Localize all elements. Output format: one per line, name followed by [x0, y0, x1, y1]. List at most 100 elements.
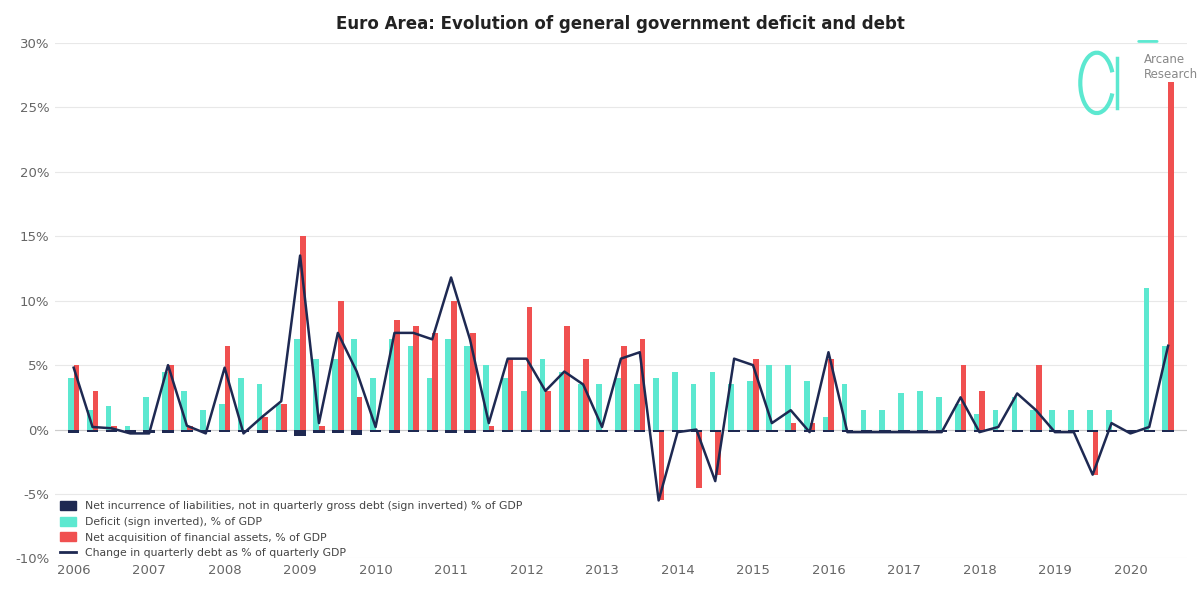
Bar	[993, 410, 999, 430]
Bar	[841, 430, 853, 432]
Bar	[540, 359, 546, 430]
Bar	[823, 417, 828, 430]
Bar	[182, 430, 192, 432]
Bar	[125, 430, 136, 433]
Bar	[483, 430, 494, 432]
Bar	[464, 346, 470, 430]
Bar	[470, 333, 476, 430]
Bar	[489, 426, 494, 430]
Bar	[898, 394, 904, 430]
Bar	[1049, 430, 1060, 432]
Bar	[993, 430, 1004, 432]
Bar	[314, 359, 319, 430]
Bar	[427, 430, 438, 432]
Bar	[861, 410, 867, 430]
Bar	[748, 381, 752, 430]
Bar	[659, 430, 665, 500]
Bar	[540, 430, 551, 432]
Bar	[1125, 430, 1136, 432]
Bar	[564, 326, 570, 430]
Bar	[93, 391, 99, 430]
Bar	[338, 301, 344, 430]
Bar	[559, 372, 564, 430]
Bar	[1012, 430, 1023, 432]
Bar	[785, 365, 791, 430]
Bar	[728, 384, 734, 430]
Bar	[413, 326, 419, 430]
Bar	[653, 430, 665, 432]
Bar	[464, 430, 476, 433]
Bar	[69, 378, 73, 430]
Bar	[106, 430, 117, 432]
Bar	[238, 378, 244, 430]
Bar	[577, 430, 589, 432]
Bar	[1143, 430, 1155, 432]
Bar	[804, 381, 810, 430]
Bar	[917, 391, 923, 430]
Bar	[1087, 430, 1099, 432]
Bar	[1093, 430, 1099, 475]
Text: Arcane
Research: Arcane Research	[1144, 53, 1198, 81]
Bar	[823, 430, 834, 432]
Bar	[200, 410, 206, 430]
Bar	[841, 384, 847, 430]
Bar	[1069, 430, 1079, 432]
Bar	[106, 406, 112, 430]
Bar	[621, 346, 626, 430]
Bar	[257, 384, 262, 430]
Bar	[715, 430, 721, 475]
Bar	[691, 430, 702, 432]
Bar	[728, 430, 739, 432]
Bar	[262, 417, 268, 430]
Bar	[73, 365, 79, 430]
Bar	[357, 397, 362, 430]
Bar	[182, 391, 186, 430]
Bar	[281, 404, 287, 430]
Bar	[954, 404, 960, 430]
Bar	[936, 397, 941, 430]
Bar	[615, 378, 621, 430]
Bar	[332, 359, 338, 430]
Bar	[936, 430, 947, 432]
Bar	[219, 404, 225, 430]
Bar	[828, 359, 834, 430]
Bar	[1069, 410, 1073, 430]
Bar	[186, 426, 192, 430]
Bar	[766, 430, 778, 432]
Bar	[502, 430, 513, 432]
Bar	[615, 430, 626, 432]
Change in quarterly debt as % of quarterly GDP	[1161, 342, 1176, 349]
Bar	[125, 426, 130, 430]
Bar	[483, 365, 489, 430]
Bar	[388, 430, 400, 433]
Bar	[635, 430, 645, 432]
Bar	[785, 430, 797, 432]
Change in quarterly debt as % of quarterly GDP	[237, 430, 251, 437]
Bar	[917, 430, 928, 432]
Bar	[225, 346, 231, 430]
Bar	[87, 410, 93, 430]
Bar	[407, 430, 419, 432]
Change in quarterly debt as % of quarterly GDP	[179, 422, 194, 429]
Bar	[1049, 410, 1055, 430]
Bar	[502, 378, 507, 430]
Bar	[1106, 430, 1117, 432]
Bar	[898, 430, 910, 432]
Bar	[954, 430, 966, 432]
Bar	[351, 339, 357, 430]
Bar	[168, 365, 173, 430]
Bar	[672, 372, 678, 430]
Bar	[446, 339, 451, 430]
Bar	[69, 430, 79, 433]
Bar	[880, 410, 885, 430]
Bar	[1162, 430, 1174, 432]
Bar	[162, 372, 168, 430]
Bar	[709, 372, 715, 430]
Bar	[639, 339, 645, 430]
Bar	[351, 430, 362, 435]
Bar	[1106, 410, 1112, 430]
Bar	[1162, 346, 1168, 430]
Bar	[319, 426, 325, 430]
Bar	[696, 430, 702, 488]
Bar	[1087, 410, 1093, 430]
